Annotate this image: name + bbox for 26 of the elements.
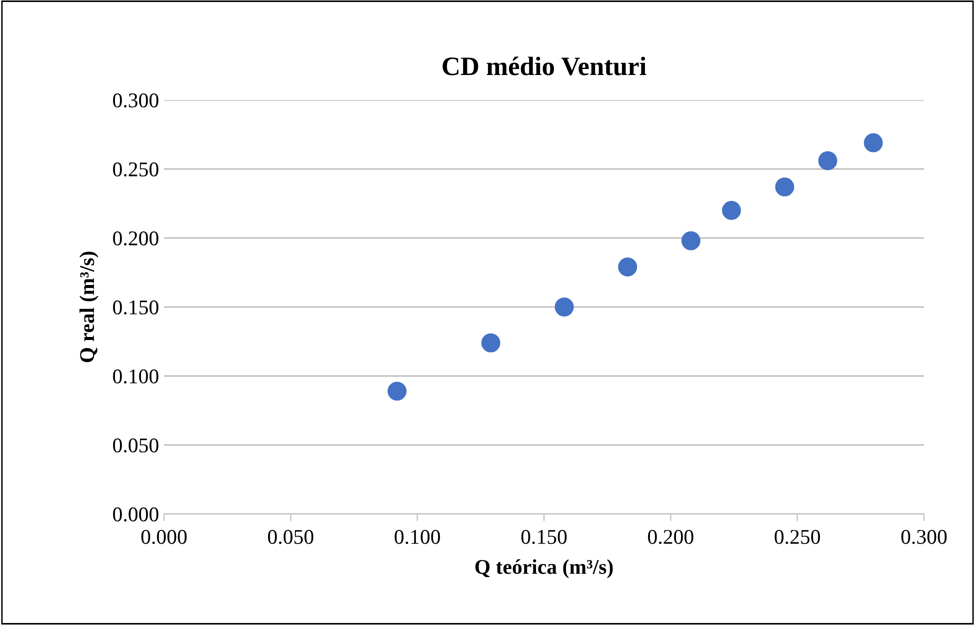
x-tick-label: 0.150 — [521, 530, 567, 544]
y-axis-title: Q real (m³/s) — [79, 252, 98, 362]
point — [481, 333, 500, 352]
y-tick-label: 0.300 — [113, 93, 158, 108]
point — [681, 231, 700, 250]
point — [775, 177, 794, 196]
y-tick-label: 0.000 — [113, 507, 158, 522]
point — [618, 258, 638, 276]
x-tick-label: 0.200 — [648, 530, 694, 544]
y-tick-label: 0.050 — [113, 438, 158, 453]
x-tick-label: 0.250 — [774, 530, 820, 544]
x-tick-label: 0.000 — [141, 530, 187, 544]
y-tick-label: 0.150 — [113, 300, 158, 315]
y-tick-label: 0.250 — [113, 162, 158, 177]
x-tick-label: 0.050 — [268, 530, 314, 544]
point — [818, 151, 838, 170]
x-tick-label: 0.100 — [394, 530, 440, 544]
chart-title: CD médio Venturi — [442, 56, 646, 76]
point — [722, 200, 741, 220]
point — [864, 133, 883, 152]
point — [388, 382, 407, 401]
point — [554, 298, 574, 316]
y-tick-label: 0.100 — [113, 369, 158, 384]
x-axis-title: Q teórica (m³/s) — [475, 559, 613, 578]
x-tick-label: 0.300 — [901, 530, 947, 544]
y-tick-label: 0.200 — [113, 231, 158, 246]
